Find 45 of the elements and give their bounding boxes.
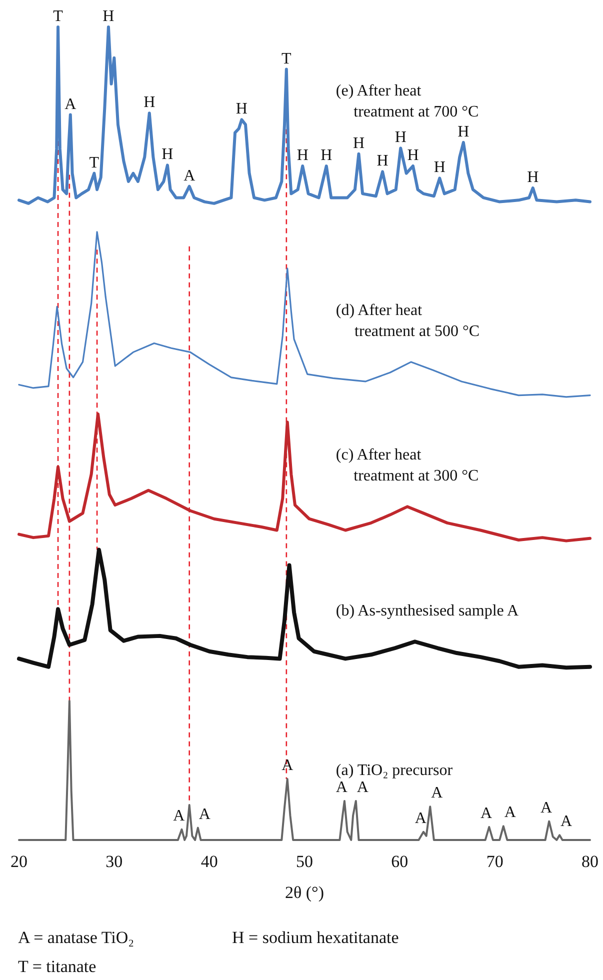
annotation: A [480, 804, 493, 822]
annotation: H [144, 94, 156, 112]
annotation: H [527, 168, 540, 186]
annotation: H [162, 146, 174, 164]
x-tick-label: 60 [391, 852, 408, 872]
annotation: A [560, 813, 573, 830]
x-tick-label: 20 [10, 852, 28, 872]
series-label: (a) TiO₂ precursor [336, 762, 454, 779]
text: (c) After heat treatment at 300 °C [336, 446, 479, 485]
annotation: A [540, 799, 553, 816]
annotation: H [296, 147, 309, 164]
annotation: H [434, 159, 446, 176]
series-label: (e) After heat treatment at 700 °C [336, 82, 479, 120]
x-tick-label: 40 [200, 852, 218, 872]
text: (d) After heat treatment at 500 °C [336, 302, 480, 340]
annotation: A [414, 810, 427, 827]
annotation: H [376, 152, 389, 170]
text: H = sodium hexatitanate [232, 928, 399, 947]
annotation: A [64, 96, 77, 113]
annotation: A [431, 784, 444, 802]
annotation: A [184, 167, 196, 184]
annotation: H [352, 134, 365, 152]
annotation: A [198, 806, 211, 823]
text: T = titanate [18, 957, 96, 976]
x-axis-title: 2θ (°) [284, 883, 324, 902]
annotation: A [336, 778, 348, 796]
x-tick-label: 70 [486, 852, 504, 872]
annotation: A [356, 778, 369, 796]
annotation: A [282, 757, 294, 774]
x-tick-label: 50 [296, 852, 313, 872]
x-tick-label: 30 [106, 852, 123, 872]
annotation: T [53, 8, 64, 25]
text: (b) As-synthesised sample A [336, 602, 519, 620]
text: A = anatase TiO₂ [18, 928, 134, 947]
annotation: T [282, 50, 292, 68]
x-tick-label: 80 [582, 852, 598, 872]
annotation: H [102, 8, 115, 25]
annotation: H [407, 147, 420, 164]
annotation: A [504, 804, 516, 822]
annotation: A [173, 807, 186, 824]
annotation: H [458, 123, 470, 140]
annotation: T [89, 154, 100, 172]
annotation: H [394, 129, 407, 146]
annotation: H [236, 100, 248, 118]
annotation: H [320, 147, 333, 164]
